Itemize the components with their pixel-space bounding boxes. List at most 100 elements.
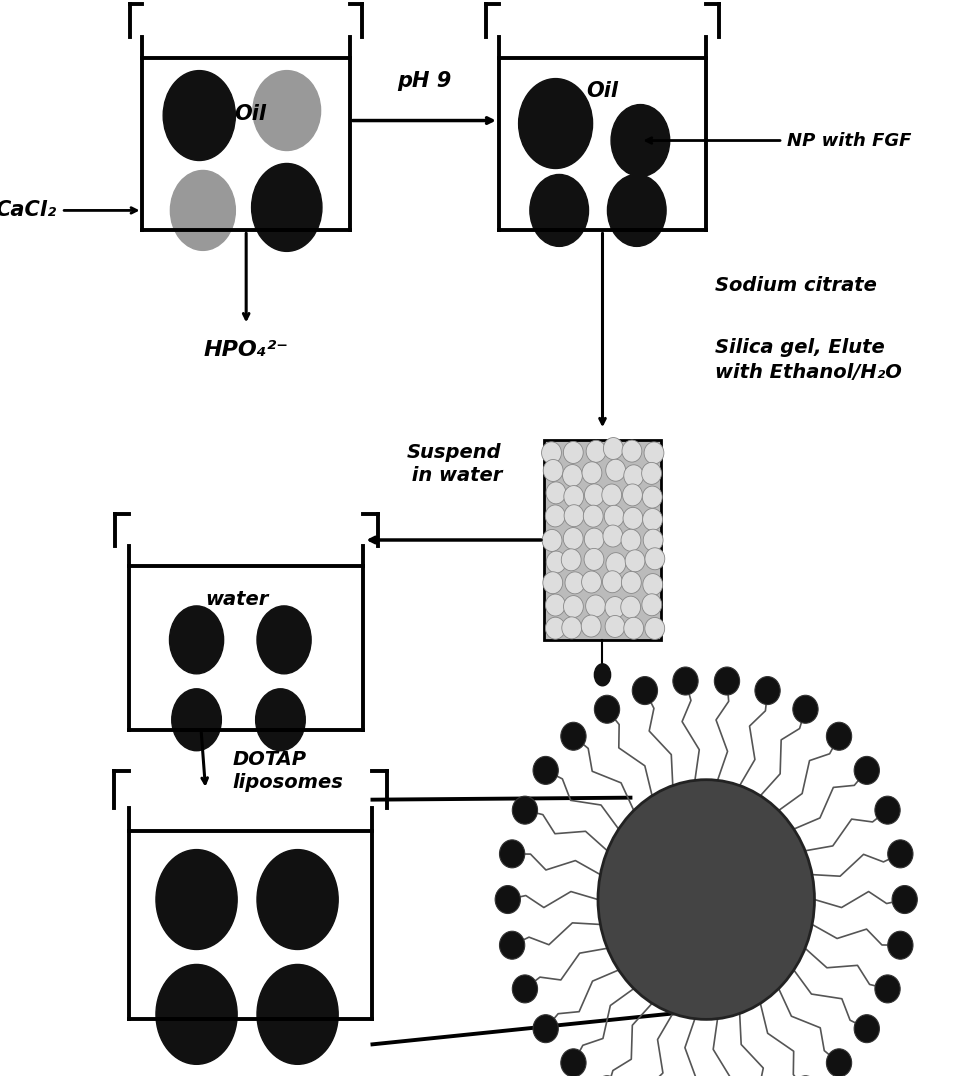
Circle shape bbox=[605, 459, 626, 481]
Circle shape bbox=[622, 440, 642, 462]
Circle shape bbox=[621, 529, 641, 551]
Circle shape bbox=[632, 676, 658, 704]
Circle shape bbox=[854, 1015, 880, 1043]
Circle shape bbox=[892, 885, 918, 913]
Circle shape bbox=[533, 756, 559, 784]
Circle shape bbox=[605, 597, 625, 618]
Circle shape bbox=[594, 696, 620, 724]
Ellipse shape bbox=[611, 104, 669, 177]
Circle shape bbox=[563, 596, 584, 617]
Circle shape bbox=[545, 617, 565, 639]
Circle shape bbox=[624, 465, 644, 487]
Ellipse shape bbox=[170, 170, 235, 250]
Circle shape bbox=[545, 595, 565, 616]
Ellipse shape bbox=[163, 71, 235, 160]
Circle shape bbox=[543, 460, 563, 481]
Ellipse shape bbox=[257, 964, 338, 1064]
Circle shape bbox=[563, 486, 584, 507]
Circle shape bbox=[626, 550, 645, 572]
Circle shape bbox=[644, 442, 664, 464]
Ellipse shape bbox=[530, 174, 588, 247]
Circle shape bbox=[793, 1076, 818, 1077]
Circle shape bbox=[563, 442, 584, 463]
Circle shape bbox=[642, 593, 662, 616]
Circle shape bbox=[542, 530, 562, 551]
Circle shape bbox=[562, 464, 583, 487]
Ellipse shape bbox=[156, 964, 237, 1064]
Circle shape bbox=[645, 548, 665, 570]
Circle shape bbox=[755, 676, 780, 704]
Circle shape bbox=[582, 615, 601, 637]
Text: Oil: Oil bbox=[586, 81, 619, 100]
Circle shape bbox=[603, 571, 623, 592]
Circle shape bbox=[565, 572, 584, 593]
Ellipse shape bbox=[594, 663, 610, 686]
Circle shape bbox=[624, 617, 644, 640]
Ellipse shape bbox=[256, 689, 306, 751]
Circle shape bbox=[605, 505, 625, 528]
Circle shape bbox=[604, 437, 624, 460]
Text: DOTAP
liposomes: DOTAP liposomes bbox=[233, 750, 344, 793]
Circle shape bbox=[793, 696, 818, 724]
Circle shape bbox=[541, 442, 562, 464]
Circle shape bbox=[512, 796, 538, 824]
Text: Sodium citrate: Sodium citrate bbox=[715, 276, 877, 295]
Circle shape bbox=[826, 1049, 852, 1077]
Circle shape bbox=[562, 549, 582, 571]
Ellipse shape bbox=[251, 164, 322, 251]
Circle shape bbox=[495, 885, 520, 913]
Circle shape bbox=[603, 524, 623, 547]
Circle shape bbox=[598, 780, 815, 1019]
Text: Silica gel, Elute
with Ethanol/H₂O: Silica gel, Elute with Ethanol/H₂O bbox=[715, 338, 902, 382]
Circle shape bbox=[714, 667, 739, 695]
Ellipse shape bbox=[172, 689, 222, 751]
Circle shape bbox=[875, 796, 901, 824]
Circle shape bbox=[605, 615, 625, 638]
Circle shape bbox=[584, 528, 605, 550]
Circle shape bbox=[643, 486, 662, 508]
Circle shape bbox=[644, 529, 663, 551]
Circle shape bbox=[623, 507, 643, 529]
Ellipse shape bbox=[257, 850, 338, 950]
Circle shape bbox=[586, 440, 606, 462]
Circle shape bbox=[546, 551, 566, 573]
Circle shape bbox=[622, 572, 641, 593]
Circle shape bbox=[545, 505, 565, 527]
Circle shape bbox=[582, 462, 602, 484]
Circle shape bbox=[585, 595, 605, 617]
Ellipse shape bbox=[253, 71, 321, 151]
Circle shape bbox=[561, 1049, 586, 1077]
Ellipse shape bbox=[156, 850, 237, 950]
Circle shape bbox=[562, 617, 582, 639]
Ellipse shape bbox=[169, 606, 223, 674]
Circle shape bbox=[542, 572, 562, 593]
Circle shape bbox=[643, 574, 663, 596]
Circle shape bbox=[533, 1015, 559, 1043]
Circle shape bbox=[564, 505, 584, 527]
Circle shape bbox=[584, 548, 604, 571]
Circle shape bbox=[888, 932, 913, 960]
Circle shape bbox=[875, 975, 901, 1003]
Text: pH 9: pH 9 bbox=[397, 71, 452, 90]
Text: Oil: Oil bbox=[235, 103, 266, 124]
Circle shape bbox=[499, 932, 524, 960]
Circle shape bbox=[602, 484, 622, 506]
Circle shape bbox=[673, 667, 698, 695]
Circle shape bbox=[645, 617, 665, 640]
Circle shape bbox=[642, 462, 662, 485]
Circle shape bbox=[584, 505, 604, 527]
Circle shape bbox=[561, 723, 586, 751]
Ellipse shape bbox=[257, 606, 311, 674]
Ellipse shape bbox=[607, 174, 666, 247]
Circle shape bbox=[546, 481, 566, 504]
Text: CaCl₂: CaCl₂ bbox=[0, 200, 56, 221]
Circle shape bbox=[499, 840, 524, 868]
Circle shape bbox=[563, 528, 584, 549]
Text: NP with FGF: NP with FGF bbox=[788, 131, 912, 150]
Circle shape bbox=[854, 756, 880, 784]
Text: water: water bbox=[205, 590, 269, 610]
Ellipse shape bbox=[519, 79, 592, 168]
Text: Suspend
 in water: Suspend in water bbox=[405, 443, 502, 485]
Circle shape bbox=[826, 723, 852, 751]
Circle shape bbox=[621, 597, 641, 618]
